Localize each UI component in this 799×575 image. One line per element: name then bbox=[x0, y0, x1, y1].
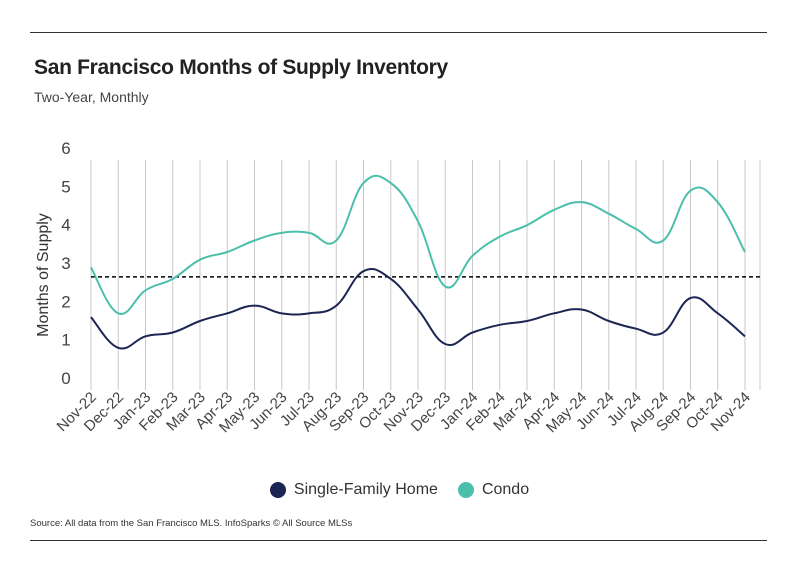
y-tick-label: 2 bbox=[61, 292, 70, 311]
y-axis-label: Months of Supply bbox=[35, 213, 52, 337]
legend: Single-Family Home Condo bbox=[0, 481, 799, 499]
legend-item-single-family[interactable]: Single-Family Home bbox=[269, 481, 438, 499]
y-tick-label: 3 bbox=[61, 254, 70, 273]
legend-swatch-single-family bbox=[269, 482, 286, 498]
y-tick-label: 4 bbox=[61, 216, 70, 235]
legend-label-single-family: Single-Family Home bbox=[293, 481, 438, 498]
y-tick-label: 6 bbox=[61, 139, 70, 158]
series-line-condo bbox=[90, 174, 746, 315]
series-line-single-family bbox=[90, 268, 746, 350]
chart-subtitle: Two-Year, Monthly bbox=[34, 89, 149, 105]
y-tick-label: 1 bbox=[61, 331, 70, 350]
legend-swatch-condo bbox=[457, 482, 474, 498]
y-tick-label: 5 bbox=[61, 177, 70, 196]
x-axis-ticks: Nov-22Dec-22Jan-23Feb-23Mar-23Apr-23May-… bbox=[54, 389, 754, 436]
legend-label-condo: Condo bbox=[481, 481, 530, 498]
top-rule bbox=[30, 32, 767, 33]
y-tick-label: 0 bbox=[61, 369, 70, 388]
chart-title: San Francisco Months of Supply Inventory bbox=[34, 56, 448, 79]
grid-lines bbox=[90, 160, 761, 390]
legend-item-condo[interactable]: Condo bbox=[457, 481, 530, 499]
bottom-rule bbox=[30, 540, 767, 541]
y-axis-ticks: 0 1 2 3 4 5 6 bbox=[61, 139, 70, 388]
source-note: Source: All data from the San Francisco … bbox=[30, 518, 353, 529]
line-chart: 0 1 2 3 4 5 6 Months of Supply Nov-22Dec-22Jan… bbox=[35, 139, 761, 436]
series-lines bbox=[90, 174, 746, 350]
